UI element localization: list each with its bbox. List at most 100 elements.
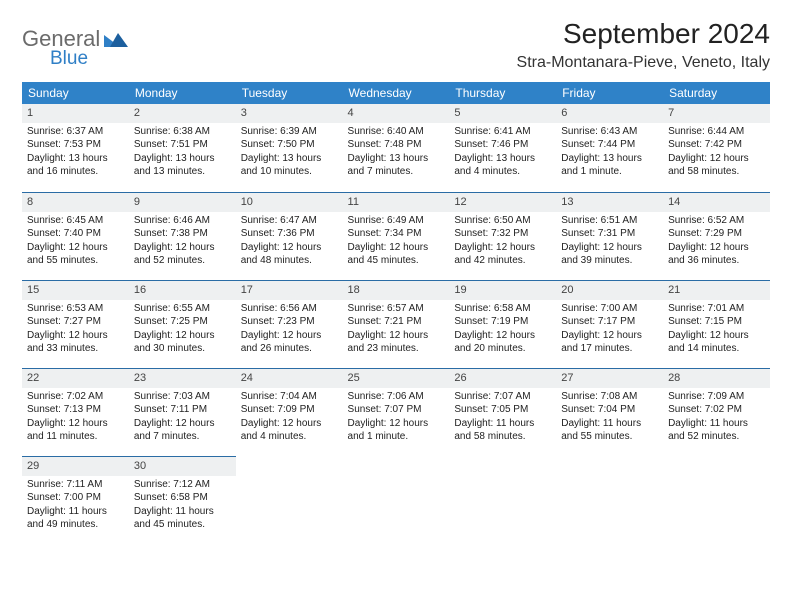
daylight-line: Daylight: 12 hours and 55 minutes. xyxy=(27,241,124,268)
logo-triangle-icon xyxy=(104,31,128,47)
day-cell: 25Sunrise: 7:06 AMSunset: 7:07 PMDayligh… xyxy=(343,368,450,456)
day-number: 5 xyxy=(449,104,556,123)
weekday-header: Tuesday xyxy=(236,82,343,104)
day-number: 17 xyxy=(236,280,343,300)
day-cell: 2Sunrise: 6:38 AMSunset: 7:51 PMDaylight… xyxy=(129,104,236,192)
day-details: Sunrise: 7:04 AMSunset: 7:09 PMDaylight:… xyxy=(236,388,343,450)
week-row: 22Sunrise: 7:02 AMSunset: 7:13 PMDayligh… xyxy=(22,368,770,456)
daylight-line: Daylight: 12 hours and 39 minutes. xyxy=(561,241,658,268)
weekday-header: Saturday xyxy=(663,82,770,104)
sunset-line: Sunset: 7:46 PM xyxy=(454,138,551,152)
sunrise-line: Sunrise: 7:11 AM xyxy=(27,478,124,492)
daylight-line: Daylight: 13 hours and 7 minutes. xyxy=(348,152,445,179)
sunset-line: Sunset: 7:50 PM xyxy=(241,138,338,152)
day-cell: 28Sunrise: 7:09 AMSunset: 7:02 PMDayligh… xyxy=(663,368,770,456)
day-cell: 26Sunrise: 7:07 AMSunset: 7:05 PMDayligh… xyxy=(449,368,556,456)
daylight-line: Daylight: 13 hours and 16 minutes. xyxy=(27,152,124,179)
weekday-header: Monday xyxy=(129,82,236,104)
title-block: September 2024 Stra-Montanara-Pieve, Ven… xyxy=(517,18,770,72)
sunrise-line: Sunrise: 6:53 AM xyxy=(27,302,124,316)
day-cell: 13Sunrise: 6:51 AMSunset: 7:31 PMDayligh… xyxy=(556,192,663,280)
sunset-line: Sunset: 7:29 PM xyxy=(668,227,765,241)
day-cell: 14Sunrise: 6:52 AMSunset: 7:29 PMDayligh… xyxy=(663,192,770,280)
day-details: Sunrise: 6:40 AMSunset: 7:48 PMDaylight:… xyxy=(343,123,450,185)
day-number: 12 xyxy=(449,192,556,212)
day-cell: 22Sunrise: 7:02 AMSunset: 7:13 PMDayligh… xyxy=(22,368,129,456)
day-details: Sunrise: 6:41 AMSunset: 7:46 PMDaylight:… xyxy=(449,123,556,185)
sunrise-line: Sunrise: 6:47 AM xyxy=(241,214,338,228)
week-row: 15Sunrise: 6:53 AMSunset: 7:27 PMDayligh… xyxy=(22,280,770,368)
sunrise-line: Sunrise: 7:04 AM xyxy=(241,390,338,404)
weekday-header: Sunday xyxy=(22,82,129,104)
weekday-header: Thursday xyxy=(449,82,556,104)
day-number: 16 xyxy=(129,280,236,300)
day-cell: 9Sunrise: 6:46 AMSunset: 7:38 PMDaylight… xyxy=(129,192,236,280)
day-cell: 21Sunrise: 7:01 AMSunset: 7:15 PMDayligh… xyxy=(663,280,770,368)
sunset-line: Sunset: 7:09 PM xyxy=(241,403,338,417)
weekday-header: Wednesday xyxy=(343,82,450,104)
daylight-line: Daylight: 13 hours and 1 minute. xyxy=(561,152,658,179)
daylight-line: Daylight: 12 hours and 33 minutes. xyxy=(27,329,124,356)
day-cell: 5Sunrise: 6:41 AMSunset: 7:46 PMDaylight… xyxy=(449,104,556,192)
day-cell: 27Sunrise: 7:08 AMSunset: 7:04 PMDayligh… xyxy=(556,368,663,456)
day-number: 6 xyxy=(556,104,663,123)
day-cell: 15Sunrise: 6:53 AMSunset: 7:27 PMDayligh… xyxy=(22,280,129,368)
day-details: Sunrise: 6:37 AMSunset: 7:53 PMDaylight:… xyxy=(22,123,129,185)
day-details: Sunrise: 7:01 AMSunset: 7:15 PMDaylight:… xyxy=(663,300,770,362)
day-details: Sunrise: 6:45 AMSunset: 7:40 PMDaylight:… xyxy=(22,212,129,274)
daylight-line: Daylight: 12 hours and 30 minutes. xyxy=(134,329,231,356)
daylight-line: Daylight: 11 hours and 58 minutes. xyxy=(454,417,551,444)
day-number: 2 xyxy=(129,104,236,123)
daylight-line: Daylight: 12 hours and 52 minutes. xyxy=(134,241,231,268)
day-details: Sunrise: 7:08 AMSunset: 7:04 PMDaylight:… xyxy=(556,388,663,450)
daylight-line: Daylight: 11 hours and 52 minutes. xyxy=(668,417,765,444)
day-number: 3 xyxy=(236,104,343,123)
sunrise-line: Sunrise: 7:06 AM xyxy=(348,390,445,404)
day-details: Sunrise: 7:07 AMSunset: 7:05 PMDaylight:… xyxy=(449,388,556,450)
day-number: 10 xyxy=(236,192,343,212)
daylight-line: Daylight: 13 hours and 4 minutes. xyxy=(454,152,551,179)
sunrise-line: Sunrise: 7:02 AM xyxy=(27,390,124,404)
day-number: 26 xyxy=(449,368,556,388)
day-cell: 7Sunrise: 6:44 AMSunset: 7:42 PMDaylight… xyxy=(663,104,770,192)
daylight-line: Daylight: 12 hours and 58 minutes. xyxy=(668,152,765,179)
day-number: 1 xyxy=(22,104,129,123)
day-number: 4 xyxy=(343,104,450,123)
sunset-line: Sunset: 7:21 PM xyxy=(348,315,445,329)
sunrise-line: Sunrise: 6:49 AM xyxy=(348,214,445,228)
day-number: 28 xyxy=(663,368,770,388)
day-number: 24 xyxy=(236,368,343,388)
day-details: Sunrise: 6:57 AMSunset: 7:21 PMDaylight:… xyxy=(343,300,450,362)
day-details: Sunrise: 6:46 AMSunset: 7:38 PMDaylight:… xyxy=(129,212,236,274)
daylight-line: Daylight: 12 hours and 20 minutes. xyxy=(454,329,551,356)
day-cell: 4Sunrise: 6:40 AMSunset: 7:48 PMDaylight… xyxy=(343,104,450,192)
week-row: 1Sunrise: 6:37 AMSunset: 7:53 PMDaylight… xyxy=(22,104,770,192)
daylight-line: Daylight: 11 hours and 55 minutes. xyxy=(561,417,658,444)
day-details: Sunrise: 6:56 AMSunset: 7:23 PMDaylight:… xyxy=(236,300,343,362)
daylight-line: Daylight: 12 hours and 36 minutes. xyxy=(668,241,765,268)
day-cell: 16Sunrise: 6:55 AMSunset: 7:25 PMDayligh… xyxy=(129,280,236,368)
day-cell: 8Sunrise: 6:45 AMSunset: 7:40 PMDaylight… xyxy=(22,192,129,280)
sunrise-line: Sunrise: 7:01 AM xyxy=(668,302,765,316)
daylight-line: Daylight: 12 hours and 48 minutes. xyxy=(241,241,338,268)
daylight-line: Daylight: 11 hours and 45 minutes. xyxy=(134,505,231,532)
day-cell: 1Sunrise: 6:37 AMSunset: 7:53 PMDaylight… xyxy=(22,104,129,192)
day-number: 30 xyxy=(129,456,236,476)
sunset-line: Sunset: 7:25 PM xyxy=(134,315,231,329)
sunrise-line: Sunrise: 6:50 AM xyxy=(454,214,551,228)
day-number: 9 xyxy=(129,192,236,212)
day-cell: 3Sunrise: 6:39 AMSunset: 7:50 PMDaylight… xyxy=(236,104,343,192)
sunset-line: Sunset: 7:51 PM xyxy=(134,138,231,152)
calendar: SundayMondayTuesdayWednesdayThursdayFrid… xyxy=(22,82,770,544)
day-details: Sunrise: 7:00 AMSunset: 7:17 PMDaylight:… xyxy=(556,300,663,362)
day-details: Sunrise: 6:53 AMSunset: 7:27 PMDaylight:… xyxy=(22,300,129,362)
day-number: 18 xyxy=(343,280,450,300)
daylight-line: Daylight: 12 hours and 23 minutes. xyxy=(348,329,445,356)
sunrise-line: Sunrise: 6:40 AM xyxy=(348,125,445,139)
day-details: Sunrise: 6:38 AMSunset: 7:51 PMDaylight:… xyxy=(129,123,236,185)
month-title: September 2024 xyxy=(517,18,770,50)
sunset-line: Sunset: 7:02 PM xyxy=(668,403,765,417)
sunset-line: Sunset: 7:11 PM xyxy=(134,403,231,417)
sunrise-line: Sunrise: 6:38 AM xyxy=(134,125,231,139)
day-cell: 6Sunrise: 6:43 AMSunset: 7:44 PMDaylight… xyxy=(556,104,663,192)
